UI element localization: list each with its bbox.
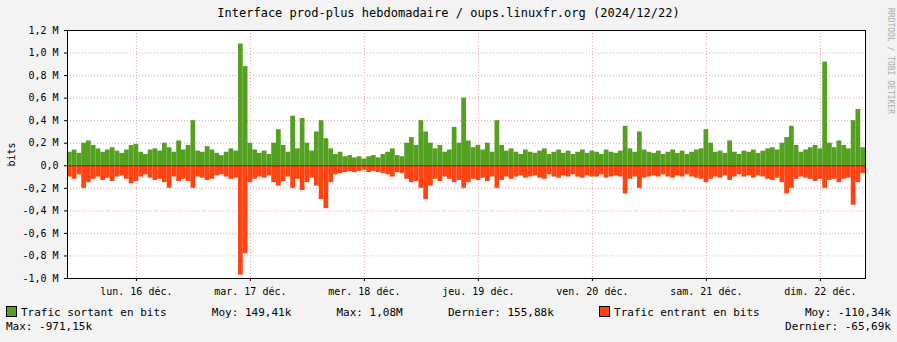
svg-text:ven. 20 déc.: ven. 20 déc. xyxy=(556,286,628,297)
svg-text:1,0 M: 1,0 M xyxy=(28,47,58,58)
svg-text:lun. 16 déc.: lun. 16 déc. xyxy=(100,286,172,297)
svg-text:0,8 M: 0,8 M xyxy=(28,70,58,81)
html-text:Moy: 149,41k: Moy: 149,41k xyxy=(211,306,292,319)
svg-text:-0,6 M: -0,6 M xyxy=(22,228,58,239)
svg-text:-0,2 M: -0,2 M xyxy=(22,183,58,194)
svg-text:sam. 21 déc.: sam. 21 déc. xyxy=(670,286,742,297)
svg-text:0,0: 0,0 xyxy=(40,160,58,171)
svg-text:-0,8 M: -0,8 M xyxy=(22,250,58,261)
svg-text:0,6 M: 0,6 M xyxy=(28,92,58,103)
svg-text:-1,0 M: -1,0 M xyxy=(22,273,58,284)
svg-text:mar. 17 déc.: mar. 17 déc. xyxy=(214,286,286,297)
html-text:Trafic sortant en bits: Trafic sortant en bits xyxy=(21,306,167,319)
html-text:RRDTOOL / TOBI OETIKER: RRDTOOL / TOBI OETIKER xyxy=(886,8,895,114)
html-text:Max: 1,08M: Max: 1,08M xyxy=(336,306,403,319)
html-text:Dernier: 155,88k: Dernier: 155,88k xyxy=(447,306,554,319)
svg-text:0,2 M: 0,2 M xyxy=(28,137,58,148)
html-text:Dernier: -65,69k: Dernier: -65,69k xyxy=(785,320,891,333)
html-text:Interface prod-plus hebdomadai: Interface prod-plus hebdomadaire / oups.… xyxy=(217,6,680,20)
svg-text:jeu. 19 déc.: jeu. 19 déc. xyxy=(442,286,514,297)
svg-text:dim. 22 déc.: dim. 22 déc. xyxy=(784,286,856,297)
html-text:Trafic entrant en bits: Trafic entrant en bits xyxy=(614,306,760,319)
svg-text:mer. 18 déc.: mer. 18 déc. xyxy=(328,286,400,297)
html-text:Moy: -110,34k: Moy: -110,34k xyxy=(804,306,891,319)
html-text:Max: -971,15k: Max: -971,15k xyxy=(6,320,93,333)
svg-text:-0,4 M: -0,4 M xyxy=(22,205,58,216)
svg-text:1,2 M: 1,2 M xyxy=(28,25,58,36)
svg-text:0,4 M: 0,4 M xyxy=(28,115,58,126)
svg-text:bits: bits xyxy=(6,142,17,166)
